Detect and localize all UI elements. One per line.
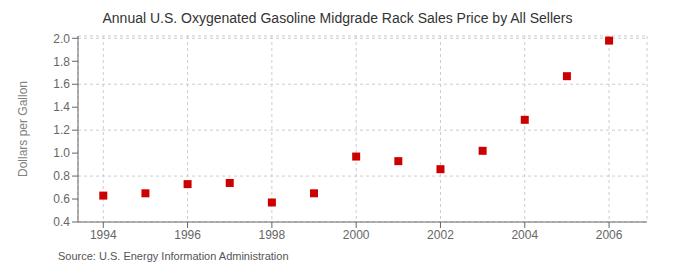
html-text:Source: U.S. Energy Informatio: Source: U.S. Energy Information Administ… (58, 250, 289, 262)
svg-text:2000: 2000 (343, 228, 370, 242)
svg-text:0.6: 0.6 (53, 192, 70, 206)
svg-text:0.8: 0.8 (53, 169, 70, 183)
svg-text:0.4: 0.4 (53, 215, 70, 229)
html-text:Annual U.S. Oxygenated Gasolin: Annual U.S. Oxygenated Gasoline Midgrade… (102, 10, 573, 26)
svg-text:2004: 2004 (511, 228, 538, 242)
svg-text:1.2: 1.2 (53, 123, 70, 137)
svg-text:2006: 2006 (596, 228, 623, 242)
svg-text:1.6: 1.6 (53, 77, 70, 91)
svg-text:1996: 1996 (174, 228, 201, 242)
svg-text:1998: 1998 (259, 228, 286, 242)
svg-text:2.0: 2.0 (53, 32, 70, 46)
svg-text:2002: 2002 (427, 228, 454, 242)
svg-text:Dollars per Gallon: Dollars per Gallon (16, 81, 30, 177)
svg-text:1.4: 1.4 (53, 100, 70, 114)
svg-text:1994: 1994 (90, 228, 117, 242)
svg-text:1.8: 1.8 (53, 55, 70, 69)
svg-text:1.0: 1.0 (53, 146, 70, 160)
